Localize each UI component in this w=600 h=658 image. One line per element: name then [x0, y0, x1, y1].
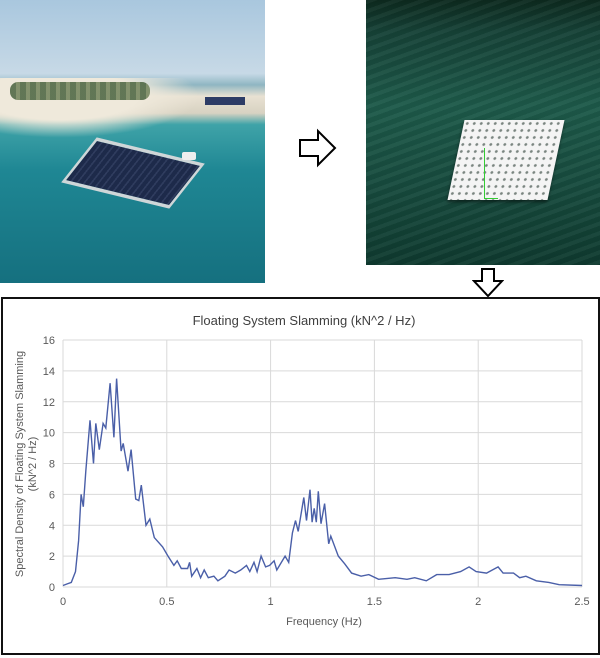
x-tick-label: 2.5 [574, 596, 589, 608]
chart-panel: Floating System Slamming (kN^2 / Hz) 0 2 4… [1, 297, 600, 655]
spectral-density-chart: Floating System Slamming (kN^2 / Hz) 0 2 4… [14, 313, 590, 628]
y-tick-label: 2 [49, 551, 55, 563]
y-tick-label: 4 [49, 520, 55, 532]
x-tick-label: 0 [60, 596, 66, 608]
distant-solar-array [205, 97, 245, 105]
boat [182, 152, 196, 160]
x-tick-label: 0.5 [159, 596, 174, 608]
chart-title: Floating System Slamming (kN^2 / Hz) [193, 313, 416, 328]
y-tick-label: 12 [43, 397, 55, 409]
trees [10, 82, 150, 100]
arrow-right-icon [299, 128, 337, 168]
floating-platform-model [447, 120, 565, 200]
series-line [62, 378, 583, 587]
y-tick-label: 6 [49, 489, 55, 501]
arrow-down-icon [472, 268, 504, 298]
x-tick-label: 1.5 [367, 596, 382, 608]
x-tick-label: 2 [475, 596, 481, 608]
axis-indicator-x [484, 198, 498, 199]
y-tick-label: 0 [49, 582, 55, 594]
y-axis-label-line2: (kN^2 / Hz) [27, 437, 39, 492]
floating-solar-array [61, 137, 205, 209]
x-tick-label: 1 [268, 596, 274, 608]
floating-solar-aerial-photo [0, 0, 265, 283]
y-tick-label: 10 [43, 428, 55, 440]
x-axis-label: Frequency (Hz) [286, 616, 362, 628]
y-tick-label: 16 [43, 335, 55, 347]
y-axis-label-line1: Spectral Density of Floating System Slam… [14, 351, 26, 577]
y-tick-label: 14 [43, 366, 55, 378]
platform-simulation-render [366, 0, 600, 265]
axis-indicator-z [484, 148, 485, 198]
y-tick-label: 8 [49, 459, 55, 471]
